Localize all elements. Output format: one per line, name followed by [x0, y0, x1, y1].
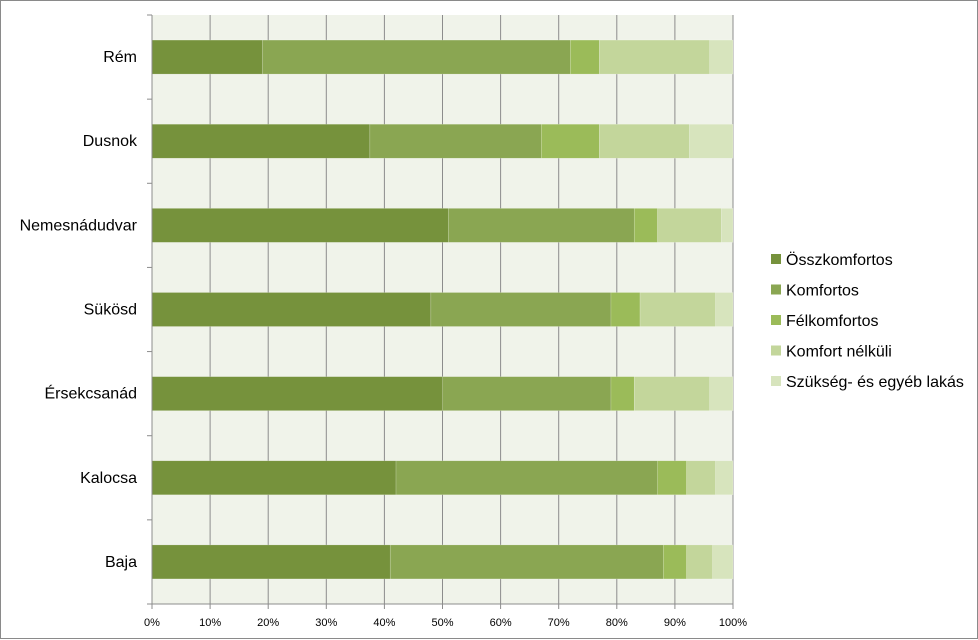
legend-label-0: Összkomfortos [786, 251, 893, 269]
bar-0-1 [262, 39, 571, 75]
bar-6-3 [686, 544, 713, 580]
category-label-4: Érsekcsanád [45, 384, 138, 403]
bar-0-4 [709, 39, 734, 75]
bar-6-2 [663, 544, 687, 580]
bar-1-1 [369, 123, 542, 159]
bar-5-3 [686, 460, 716, 496]
bar-6-1 [389, 544, 664, 580]
bar-0-0 [151, 39, 263, 75]
bar-0-3 [599, 39, 711, 75]
x-tick-label-7: 70% [548, 617, 570, 629]
bar-3-3 [639, 292, 716, 327]
legend-swatch-0 [771, 254, 781, 264]
bar-4-3 [633, 376, 711, 411]
bar-2-2 [633, 208, 658, 243]
category-label-6: Baja [105, 554, 137, 571]
legend-label-2: Félkomfortos [786, 313, 878, 330]
legend-swatch-1 [771, 284, 781, 295]
bar-2-4 [721, 208, 734, 243]
x-tick-label-10: 100% [719, 617, 747, 629]
category-label-1: Dusnok [83, 133, 138, 150]
bar-1-0 [151, 123, 371, 159]
legend-label-1: Komfortos [786, 283, 859, 300]
category-label-5: Kalocsa [80, 470, 137, 487]
legend-swatch-4 [771, 376, 781, 386]
bar-6-4 [712, 544, 734, 580]
bar-6-0 [151, 544, 391, 580]
x-tick-label-6: 60% [490, 617, 512, 629]
legend-swatch-2 [771, 315, 781, 325]
bar-5-4 [715, 460, 734, 496]
bar-5-0 [151, 460, 397, 496]
bar-1-3 [599, 123, 690, 159]
bar-4-1 [442, 376, 612, 411]
bar-1-4 [689, 123, 734, 159]
bar-3-1 [430, 292, 612, 327]
x-tick-label-1: 10% [199, 617, 221, 629]
x-tick-label-8: 80% [606, 617, 628, 629]
bar-3-2 [610, 292, 641, 327]
legend-label-3: Komfort nélküli [786, 344, 892, 361]
bar-3-4 [715, 292, 734, 327]
x-tick-label-0: 0% [144, 617, 160, 629]
bar-5-2 [657, 460, 687, 496]
bar-0-2 [570, 39, 600, 75]
legend-label-4: Szükség- és egyéb lakás [786, 374, 964, 391]
x-tick-label-3: 30% [315, 617, 337, 629]
bar-1-2 [541, 123, 600, 159]
bar-4-2 [610, 376, 635, 411]
category-label-3: Sükösd [84, 302, 137, 319]
bar-5-1 [395, 460, 658, 496]
category-label-0: Rém [103, 49, 137, 66]
bar-2-1 [448, 208, 635, 243]
x-tick-label-2: 20% [257, 617, 279, 629]
category-label-2: Nemesnádudvar [20, 217, 138, 234]
x-tick-label-9: 90% [664, 617, 686, 629]
bar-2-3 [657, 208, 722, 243]
bar-4-0 [151, 376, 443, 411]
legend-swatch-3 [771, 345, 781, 356]
bar-4-4 [709, 376, 734, 411]
x-tick-label-5: 50% [431, 617, 453, 629]
x-tick-label-4: 40% [373, 617, 395, 629]
bar-3-0 [151, 292, 432, 327]
bar-2-0 [151, 208, 449, 243]
